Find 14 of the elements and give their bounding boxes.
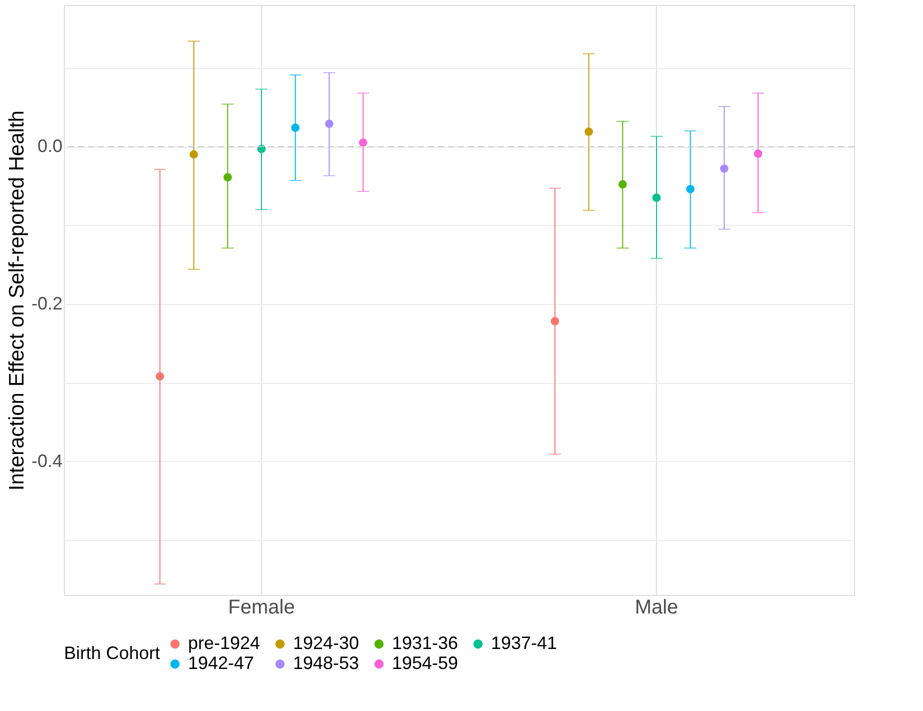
- y-tick-label: 0.0: [37, 136, 62, 156]
- legend-label: 1924-30: [293, 633, 360, 653]
- legend-title: Birth Cohort: [64, 643, 160, 663]
- y-axis-title: Interaction Effect on Self-reported Health: [5, 110, 28, 491]
- x-tick-label: Female: [228, 596, 295, 618]
- y-tick-label: -0.2: [31, 293, 62, 314]
- legend-label: 1954-59: [392, 653, 458, 673]
- x-tick-label: Male: [634, 596, 678, 618]
- legend-label: 1942-47: [188, 653, 254, 673]
- legend-label: 1937-41: [491, 633, 558, 653]
- y-tick-label: -0.4: [31, 450, 62, 471]
- legend-label: 1948-53: [293, 653, 360, 673]
- legend-label: pre-1924: [188, 633, 260, 653]
- legend-label: 1931-36: [392, 633, 458, 653]
